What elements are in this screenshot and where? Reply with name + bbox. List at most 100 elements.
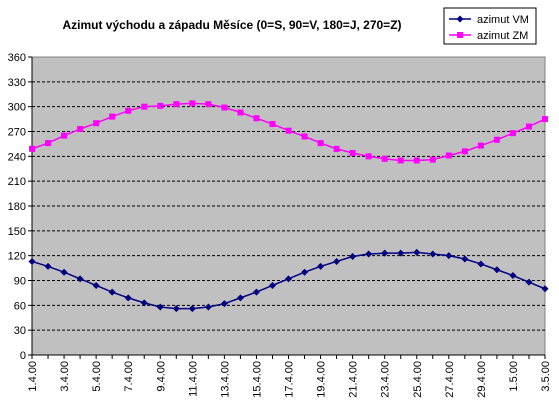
data-point-series-2 (109, 113, 116, 120)
data-point-series-2 (445, 152, 452, 159)
x-tick-label: 1.4.00 (27, 361, 39, 392)
legend-label: azimut VM (477, 14, 529, 26)
data-point-series-2 (349, 150, 356, 157)
data-point-series-1 (140, 299, 148, 307)
data-point-series-1 (349, 252, 357, 260)
x-tick-label: 13.4.00 (219, 361, 231, 398)
data-point-series-1 (60, 268, 68, 276)
data-point-series-1 (220, 300, 228, 308)
data-point-series-1 (461, 255, 469, 263)
x-tick-label: 7.4.00 (123, 361, 135, 392)
data-point-series-1 (477, 260, 485, 268)
data-point-series-2 (189, 100, 196, 107)
data-point-series-2 (45, 140, 52, 147)
data-point-series-2 (429, 156, 436, 163)
data-point-series-1 (509, 272, 517, 280)
x-tick-label: 3.5.00 (540, 361, 552, 392)
data-point-series-2 (269, 121, 276, 128)
data-point-series-2 (493, 136, 500, 143)
data-point-series-2 (525, 123, 532, 130)
data-point-series-1 (156, 303, 164, 311)
x-tick-label: 25.4.00 (412, 361, 424, 398)
data-point-series-1 (413, 248, 421, 256)
legend-swatch-marker (457, 32, 463, 38)
y-tick-label: 240 (8, 151, 26, 163)
x-tick-label: 11.4.00 (187, 361, 199, 397)
data-point-series-2 (205, 101, 212, 108)
y-tick-label: 60 (14, 300, 26, 312)
data-point-series-2 (509, 130, 516, 137)
y-tick-label: 330 (8, 77, 26, 89)
data-point-series-1 (28, 257, 36, 265)
data-point-series-2 (29, 145, 35, 152)
data-point-series-2 (61, 132, 68, 139)
data-point-series-2 (413, 157, 420, 164)
x-tick-label: 23.4.00 (380, 361, 392, 398)
data-point-series-1 (333, 257, 341, 265)
data-point-series-2 (397, 157, 404, 164)
data-point-series-2 (477, 142, 484, 149)
data-point-series-1 (493, 266, 501, 274)
data-point-series-2 (77, 126, 84, 133)
x-tick-label: 27.4.00 (444, 361, 456, 398)
data-point-series-2 (285, 127, 292, 134)
y-tick-label: 210 (8, 176, 26, 188)
data-point-series-1 (365, 250, 373, 258)
data-point-series-1 (429, 250, 437, 258)
data-point-series-2 (141, 103, 148, 110)
x-tick-label: 9.4.00 (155, 361, 167, 392)
data-point-series-2 (237, 109, 244, 116)
data-point-series-1 (541, 285, 549, 293)
x-tick-label: 5.4.00 (91, 361, 103, 392)
data-point-series-2 (365, 153, 372, 160)
data-point-series-1 (92, 281, 100, 289)
x-tick-label: 1.5.00 (508, 361, 520, 392)
y-tick-label: 270 (8, 127, 26, 139)
y-tick-label: 0 (20, 350, 26, 362)
data-point-series-1 (108, 288, 116, 296)
data-point-series-2 (221, 104, 228, 111)
data-point-series-1 (285, 275, 292, 283)
data-point-series-1 (172, 305, 180, 313)
x-tick-label: 17.4.00 (284, 361, 296, 398)
legend-swatch-marker (456, 15, 464, 23)
data-point-series-1 (44, 262, 52, 270)
data-point-series-2 (461, 148, 468, 155)
data-point-series-1 (204, 303, 212, 311)
y-tick-label: 360 (8, 52, 26, 64)
data-point-series-2 (301, 133, 308, 140)
data-point-series-1 (252, 288, 260, 296)
y-tick-label: 90 (14, 276, 26, 288)
y-tick-label: 150 (8, 226, 26, 238)
data-point-series-1 (188, 305, 196, 313)
x-tick-label: 19.4.00 (316, 361, 328, 398)
data-point-series-1 (397, 249, 405, 257)
x-tick-label: 29.4.00 (476, 361, 488, 398)
chart-title: Azimut východu a západu Měsíce (0=S, 90=… (62, 18, 401, 32)
x-tick-label: 21.4.00 (348, 361, 360, 398)
data-point-series-1 (317, 262, 325, 270)
data-point-series-2 (157, 102, 164, 109)
data-point-series-2 (542, 116, 548, 123)
y-tick-label: 120 (8, 251, 26, 263)
data-point-series-1 (445, 252, 453, 260)
data-point-series-1 (268, 281, 276, 289)
data-point-series-1 (76, 275, 84, 283)
data-point-series-2 (333, 145, 340, 152)
data-point-series-1 (525, 278, 533, 286)
data-point-series-2 (125, 107, 132, 114)
legend-label: azimut ZM (477, 30, 528, 42)
x-tick-label: 15.4.00 (251, 361, 263, 398)
data-point-series-1 (301, 268, 309, 276)
data-point-series-1 (236, 294, 244, 302)
data-point-series-2 (317, 140, 324, 147)
data-point-series-1 (124, 294, 132, 302)
y-tick-label: 300 (8, 102, 26, 114)
data-point-series-2 (381, 155, 388, 162)
x-tick-label: 3.4.00 (59, 361, 71, 392)
y-tick-label: 30 (14, 325, 26, 337)
data-point-series-2 (173, 101, 180, 108)
data-point-series-2 (93, 120, 100, 127)
